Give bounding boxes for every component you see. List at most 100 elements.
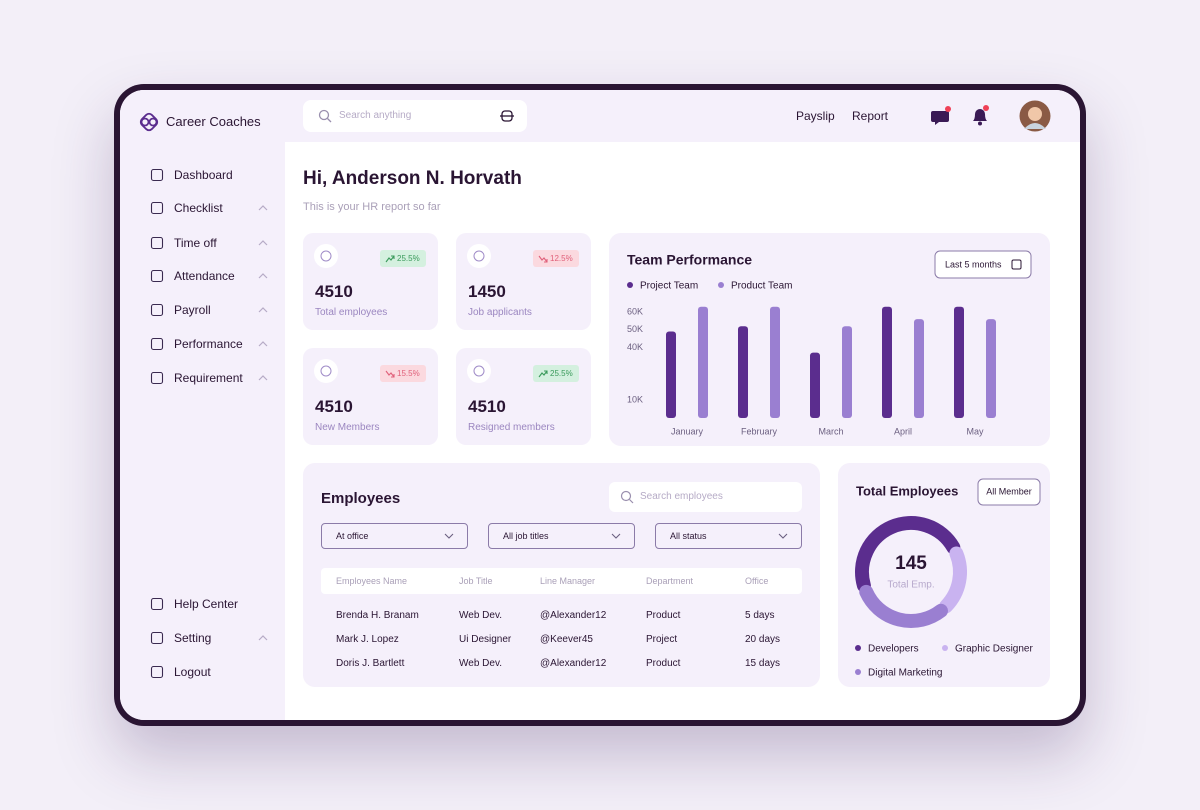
member-button-label: All Member <box>986 486 1032 496</box>
donut-segment <box>939 546 967 614</box>
bar <box>666 331 676 418</box>
x-tick-label: April <box>894 426 912 436</box>
nav-item[interactable]: Performance <box>174 337 243 351</box>
stat-icon <box>467 359 491 383</box>
brand: Career Coaches <box>166 114 261 129</box>
nav-icon-shape <box>150 631 164 645</box>
stat-icon-shape <box>320 365 332 377</box>
stat-icon <box>314 359 338 383</box>
nav-icon <box>150 201 164 215</box>
nav-item[interactable]: Help Center <box>174 597 239 611</box>
stat-value: 1450 <box>468 281 506 301</box>
chevron <box>258 375 268 381</box>
legend-marker <box>855 669 861 675</box>
search-icon <box>620 490 634 504</box>
top-link[interactable]: Payslip <box>796 109 835 123</box>
nav-icon-shape <box>150 269 164 283</box>
stat-value: 4510 <box>315 281 353 301</box>
stat-label: Resigned members <box>468 422 555 433</box>
chevron <box>258 635 268 641</box>
filter-dropdown[interactable] <box>321 523 468 549</box>
sidebar <box>120 90 285 720</box>
change-badge <box>533 250 579 267</box>
bar <box>842 326 852 418</box>
nav-icon <box>150 371 164 385</box>
bell-icon[interactable] <box>969 104 991 128</box>
nav-icon-shape <box>150 337 164 351</box>
stat-icon-shape <box>473 250 485 262</box>
filter-dropdown[interactable] <box>488 523 635 549</box>
calendar-icon <box>1011 259 1022 270</box>
chevron-path <box>258 240 268 246</box>
x-tick-label: February <box>741 426 778 436</box>
change-value: 15.5% <box>397 369 420 378</box>
change-badge <box>533 365 579 382</box>
legend-marker <box>718 282 724 288</box>
bar <box>770 306 780 418</box>
change-badge <box>380 250 426 267</box>
trend-arrow <box>538 370 548 378</box>
performance-chart: Team Performance Last 5 months Project Tea… <box>627 250 1032 436</box>
change-value: 25.5% <box>397 254 420 263</box>
nav-item[interactable]: Attendance <box>174 269 235 283</box>
dropdown-chevron-path <box>778 533 788 539</box>
table-cell: 5 days <box>745 610 775 621</box>
chevron-path <box>258 273 268 279</box>
dropdown-chevron <box>444 533 454 539</box>
chevron-path <box>258 307 268 313</box>
nav-icon <box>150 337 164 351</box>
employee-search[interactable] <box>609 482 802 512</box>
chevron-path <box>258 375 268 381</box>
filter-dropdown[interactable] <box>655 523 802 549</box>
greeting: Hi, Anderson N. Horvath <box>303 168 522 189</box>
dropdown-chevron <box>778 533 788 539</box>
bar <box>914 319 924 418</box>
chart-title: Total Employees <box>856 483 958 498</box>
nav-item[interactable]: Checklist <box>174 201 223 215</box>
change-value: 25.5% <box>550 369 573 378</box>
legend-marker <box>942 645 948 651</box>
table-cell: Doris J. Bartlett <box>336 658 405 669</box>
nav-item[interactable]: Logout <box>174 665 211 679</box>
column-header: Job Title <box>459 575 493 586</box>
stat-icon-bg <box>314 359 338 383</box>
table-cell: Mark J. Lopez <box>336 634 399 645</box>
nav-icon <box>150 168 164 182</box>
message-icon[interactable] <box>930 106 952 128</box>
y-tick-label: 40K <box>627 342 643 352</box>
dropdown-chevron <box>611 533 621 539</box>
search-placeholder: Search employees <box>640 491 723 502</box>
legend-marker <box>855 645 861 651</box>
nav-icon-shape <box>150 597 164 611</box>
search-box[interactable] <box>303 100 527 132</box>
x-tick-label: January <box>671 426 704 436</box>
chevron <box>258 205 268 211</box>
stat-icon-bg <box>467 244 491 268</box>
nav-icon <box>150 303 164 317</box>
top-link[interactable]: Report <box>852 109 889 123</box>
column-header: Line Manager <box>540 575 596 586</box>
table-cell: Web Dev. <box>459 610 502 621</box>
total-value: 145 <box>895 553 927 574</box>
stat-label: New Members <box>315 422 380 433</box>
nav-item[interactable]: Dashboard <box>174 168 233 182</box>
bar <box>882 306 892 418</box>
bar <box>954 306 964 418</box>
subtitle: This is your HR report so far <box>303 201 441 213</box>
column-header: Department <box>646 575 694 586</box>
avatar[interactable] <box>1019 100 1051 132</box>
x-tick-label: May <box>966 426 984 436</box>
bar <box>738 326 748 418</box>
chevron-path <box>258 205 268 211</box>
nav-item[interactable]: Payroll <box>174 303 211 317</box>
legend-label: Graphic Designer <box>955 644 1033 655</box>
nav-item[interactable]: Time off <box>174 236 217 250</box>
column-header: Office <box>745 575 769 586</box>
chevron <box>258 307 268 313</box>
nav-icon-shape <box>150 371 164 385</box>
nav-item[interactable]: Setting <box>174 631 212 645</box>
nav-item[interactable]: Requirement <box>174 371 243 385</box>
scan-icon[interactable] <box>500 109 514 123</box>
chevron <box>258 341 268 347</box>
table-cell: Ui Designer <box>459 634 512 645</box>
